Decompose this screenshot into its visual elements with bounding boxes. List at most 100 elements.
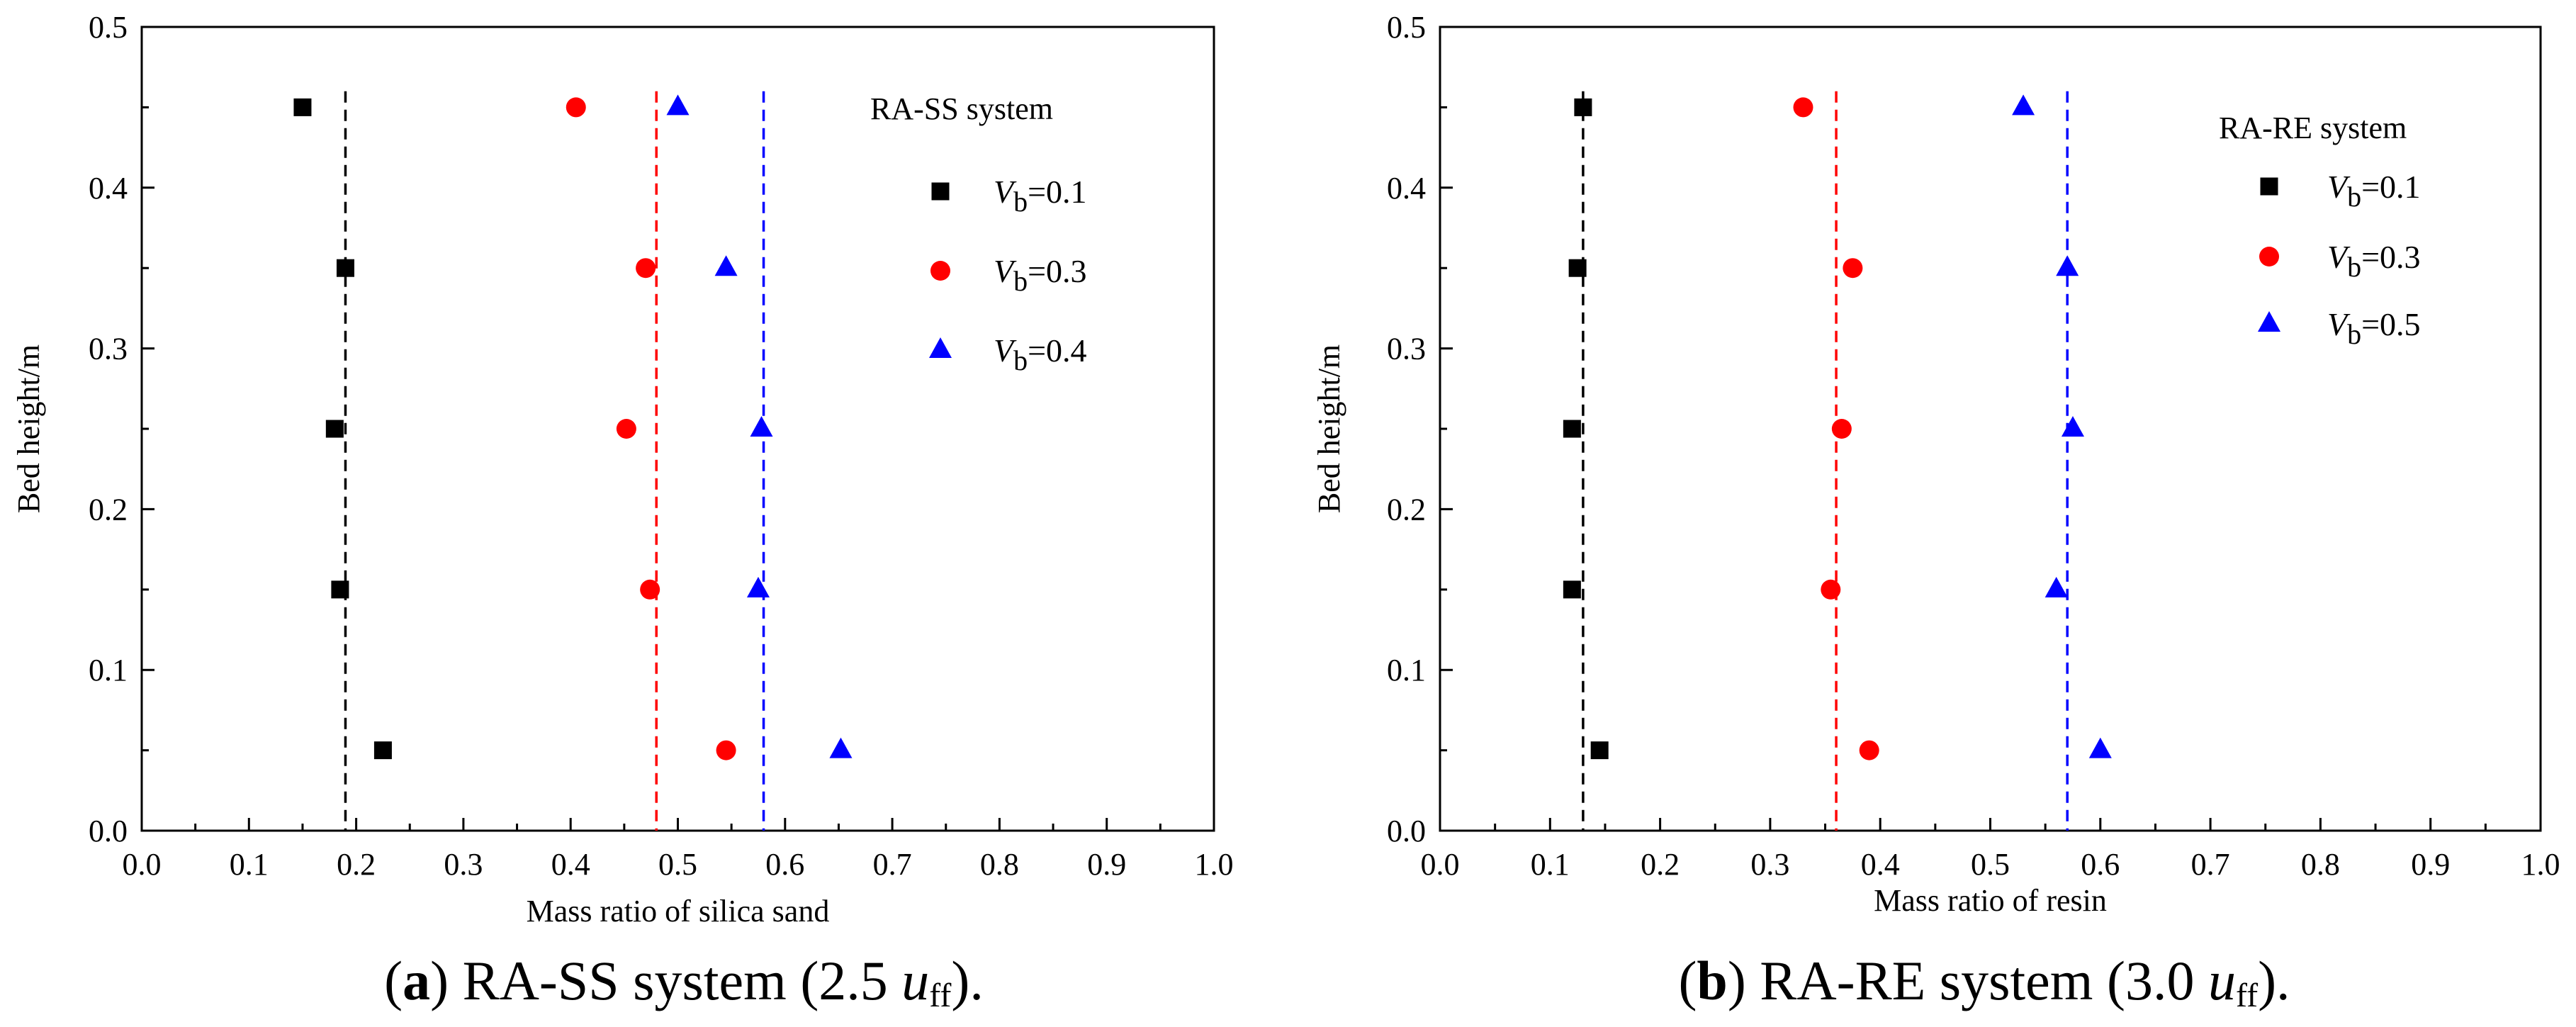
legend-label-sub: b [2347, 318, 2361, 350]
legend-label: Vb=0.1 [994, 174, 1087, 218]
legend-label-value: =0.1 [1028, 174, 1086, 210]
data-point-square [1590, 741, 1609, 760]
legend-marker-triangle [929, 337, 952, 359]
y-tick-label: 0.5 [1387, 10, 1426, 45]
x-tick-label: 0.8 [980, 847, 1019, 882]
chart-panel-a: 0.0 0.1 0.2 0.3 0.4 0.5 0.6 0.7 0.8 0.9 1.0 0.0 0.1 0… [11, 10, 1234, 1014]
data-point-square [1563, 420, 1581, 438]
x-tick-label: 0.9 [2411, 847, 2450, 882]
x-tick-label: 0.9 [1087, 847, 1126, 882]
legend-label: Vb=0.4 [994, 332, 1087, 376]
legend-label-value: =0.5 [2361, 306, 2420, 342]
chart-panel-b: 0.0 0.1 0.2 0.3 0.4 0.5 0.6 0.7 0.8 0.9 1.0 0.0 0.1 0… [1312, 10, 2560, 1014]
data-point-square [293, 98, 312, 116]
legend-label-sub: b [1013, 265, 1028, 297]
x-tick-label: 0.0 [1421, 847, 1460, 882]
data-point-circle [616, 419, 636, 439]
caption-end: ). [951, 950, 983, 1011]
legend-label-sub: b [1013, 344, 1028, 376]
caption-end: ). [2258, 950, 2290, 1011]
x-tick-label: 0.2 [337, 847, 376, 882]
plot-frame [140, 26, 1215, 832]
caption-text: RA-SS system (2.5 [449, 950, 901, 1011]
x-tick-label: 0.3 [1750, 847, 1789, 882]
legend-label-v: V [994, 332, 1017, 369]
data-point-circle [566, 97, 586, 118]
data-point-square [1563, 580, 1581, 599]
caption-u: u [2208, 950, 2236, 1011]
data-point-triangle [2056, 255, 2079, 276]
caption-letter: a [403, 950, 430, 1011]
legend-title: RA-SS system [870, 91, 1053, 126]
legend-label-v: V [994, 253, 1017, 289]
x-tick-label: 0.6 [2081, 847, 2120, 882]
data-point-triangle [666, 94, 690, 116]
data-point-circle [1859, 740, 1879, 761]
x-axis-title: Mass ratio of resin [1874, 883, 2107, 918]
data-point-square [331, 580, 349, 599]
x-tick-label: 0.7 [873, 847, 912, 882]
legend-marker-circle [2259, 247, 2279, 266]
data-point-triangle [2045, 576, 2068, 597]
legend-marker-circle [930, 261, 950, 281]
data-point-square [373, 741, 392, 760]
plot-frame [1439, 26, 2542, 832]
x-tick-label: 0.8 [2301, 847, 2340, 882]
data-point-square [1568, 259, 1587, 277]
x-tick-label: 0.4 [1861, 847, 1900, 882]
legend-label-value: =0.3 [1028, 253, 1086, 289]
y-tick-label: 0.3 [89, 332, 128, 366]
x-tick-label: 0.2 [1641, 847, 1680, 882]
data-point-triangle [2061, 416, 2084, 437]
x-axis-title: Mass ratio of silica sand [527, 894, 830, 928]
x-tick-label: 0.4 [551, 847, 590, 882]
x-tick-label: 0.5 [658, 847, 697, 882]
data-point-triangle [2088, 737, 2112, 758]
y-tick-label: 0.3 [1387, 332, 1426, 366]
x-tick-label: 0.1 [1531, 847, 1570, 882]
caption-letter: b [1697, 950, 1727, 1011]
y-axis-title: Bed height/m [11, 344, 46, 513]
caption-sub: ff [2236, 977, 2258, 1014]
legend-label: Vb=0.1 [2327, 169, 2421, 213]
data-point-square [1574, 98, 1592, 116]
legend-label-v: V [994, 174, 1017, 210]
y-tick-label: 0.0 [1387, 814, 1426, 848]
legend-label-value: =0.4 [1028, 332, 1086, 369]
x-tick-label: 0.1 [230, 847, 269, 882]
x-tick-label: 0.3 [444, 847, 483, 882]
legend-label: Vb=0.3 [2327, 239, 2421, 283]
x-tick-label: 1.0 [1195, 847, 1234, 882]
legend-label-v: V [2327, 306, 2351, 342]
legend-title: RA-RE system [2219, 111, 2407, 145]
y-tick-label: 0.2 [1387, 492, 1426, 527]
data-point-triangle [829, 737, 853, 758]
y-tick-label: 0.5 [89, 10, 128, 45]
legend-marker-square [2260, 177, 2278, 196]
caption-u: u [901, 950, 929, 1011]
data-point-square [336, 259, 354, 277]
legend-label: Vb=0.5 [2327, 306, 2421, 350]
panel-caption: (b) RA-RE system (3.0 uff). [1678, 950, 2290, 1014]
legend-label-sub: b [1013, 186, 1028, 218]
caption-text: RA-RE system (3.0 [1746, 950, 2208, 1011]
data-point-circle [1831, 419, 1852, 439]
x-tick-label: 0.5 [1971, 847, 2010, 882]
data-point-square [325, 420, 344, 438]
caption-paren-close: ) [1728, 950, 1746, 1011]
y-tick-label: 0.4 [89, 171, 128, 206]
panel-caption: (a) RA-SS system (2.5 uff). [384, 950, 984, 1014]
data-point-circle [1793, 97, 1813, 118]
y-axis-title: Bed height/m [1312, 344, 1346, 513]
y-tick-label: 0.2 [89, 492, 128, 527]
legend-label-v: V [2327, 169, 2351, 205]
y-tick-label: 0.0 [89, 814, 128, 848]
caption-paren-open: ( [384, 950, 403, 1011]
caption-paren-close: ) [430, 950, 449, 1011]
legend-marker-triangle [2258, 311, 2280, 332]
legend-label-sub: b [2347, 251, 2361, 283]
data-point-circle [1843, 258, 1863, 279]
x-tick-label: 0.6 [765, 847, 804, 882]
